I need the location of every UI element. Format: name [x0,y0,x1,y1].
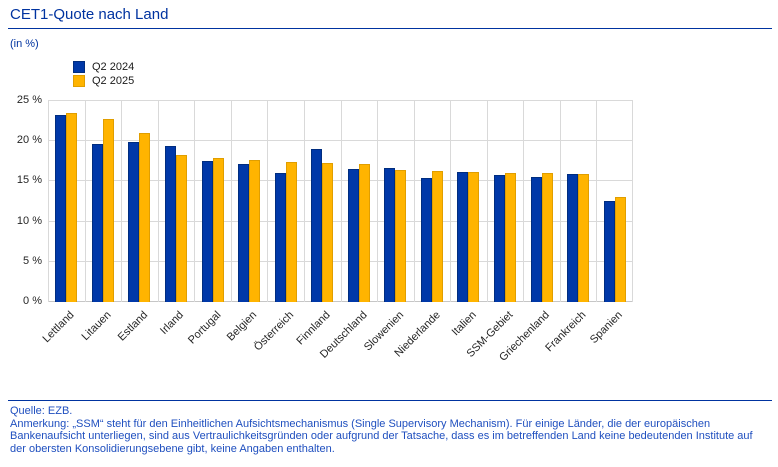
legend-item-q2-2024: Q2 2024 [73,60,134,74]
y-tick-label-10: 10 % [16,214,42,227]
bar-q2-2025-niederlande [432,171,443,302]
bar-q2-2024-deutschland [348,169,359,302]
source-text: Quelle: EZB. [10,405,73,417]
y-tick-label-20: 20 % [16,134,42,147]
bar-q2-2024-griechenland [531,177,542,302]
x-tick-label-irland: Irland [158,309,187,337]
gridline-v-7 [304,101,305,302]
y-tick-label-15: 15 % [16,174,42,187]
plot-area [48,100,633,302]
y-tick-label-5: 5 % [23,254,42,267]
gridline-v-13 [523,101,524,302]
y-tick-label-0: 0 % [23,295,42,307]
gridline-v-0 [48,101,49,302]
gridline-v-1 [85,101,86,302]
gridline-v-2 [121,101,122,302]
bar-q2-2024-ssm-gebiet [494,175,505,302]
gridline-h-0 [48,301,633,302]
gridline-v-10 [414,101,415,302]
bar-q2-2024-slowenien [384,168,395,302]
bar-q2-2024-portugal [202,161,213,302]
bar-q2-2024-belgien [238,164,249,302]
bar-chart: 0 % 5 % 10 % 15 % 20 % 25 % Lettland Litauen Est… [16,94,633,364]
legend-swatch-q2-2024 [73,61,85,73]
footer-divider [8,400,772,401]
x-tick-label-litauen: Litauen [79,309,114,344]
unit-label: (in %) [10,38,39,50]
page-title: CET1-Quote nach Land [10,6,169,23]
bar-q2-2024-lettland [55,115,66,302]
gridline-h-5 [48,260,633,262]
gridline-v-15 [596,101,597,302]
x-tick-label-sterreich: Österreich [251,309,297,354]
x-tick-label-spanien: Spanien [588,309,626,347]
gridline-v-14 [560,101,561,302]
bar-q2-2025-griechenland [542,173,553,302]
legend-item-q2-2025: Q2 2025 [73,74,134,88]
gridline-v-3 [158,101,159,302]
gridline-v-5 [231,101,232,302]
gridline-h-10 [48,220,633,222]
title-divider [8,28,772,29]
x-tick-label-estland: Estland [115,309,150,344]
bar-q2-2025-irland [176,155,187,302]
bar-q2-2025-ssm-gebiet [505,173,516,302]
x-tick-label-belgien: Belgien [225,309,260,344]
gridline-h-15 [48,180,633,182]
gridline-h-25 [48,100,633,102]
bar-q2-2025-belgien [249,160,260,302]
bar-q2-2025-frankreich [578,174,589,302]
gridline-v-9 [377,101,378,302]
y-tick-label-25: 25 % [16,94,42,106]
x-tick-label-lettland: Lettland [40,309,77,346]
bar-q2-2024-frankreich [567,174,578,302]
chart-legend: Q2 2024 Q2 2025 [73,60,134,88]
bar-q2-2025-finnland [322,163,333,302]
bar-q2-2024-spanien [604,201,615,302]
gridline-v-6 [267,101,268,302]
bar-q2-2025-italien [468,172,479,302]
x-tick-label-portugal: Portugal [185,309,224,347]
bar-q2-2025-slowenien [395,170,406,302]
gridline-v-12 [487,101,488,302]
legend-label-q2-2024: Q2 2024 [92,61,135,73]
footer: Quelle: EZB. Anmerkung: „SSM“ steht für … [10,405,766,455]
legend-swatch-q2-2025 [73,75,85,87]
bar-q2-2025-lettland [66,113,77,302]
gridline-v-11 [450,101,451,302]
bar-q2-2024-estland [128,142,139,302]
bar-q2-2024-finnland [311,149,322,302]
bar-q2-2024-niederlande [421,178,432,302]
bar-q2-2024-sterreich [275,173,286,302]
bar-q2-2024-irland [165,146,176,302]
gridline-v-4 [194,101,195,302]
x-tick-label-italien: Italien [449,309,479,339]
bar-q2-2025-estland [139,133,150,302]
gridline-v-16 [632,101,633,302]
bar-q2-2025-deutschland [359,164,370,302]
bar-q2-2025-spanien [615,197,626,302]
gridline-v-8 [341,101,342,302]
bar-q2-2024-litauen [92,144,103,302]
bar-q2-2024-italien [457,172,468,302]
bar-q2-2025-sterreich [286,162,297,302]
bar-q2-2025-litauen [103,119,114,302]
bar-q2-2025-portugal [213,158,224,302]
gridline-h-20 [48,140,633,142]
note-text: Anmerkung: „SSM“ steht für den Einheitli… [10,417,753,455]
legend-label-q2-2025: Q2 2025 [92,75,135,87]
